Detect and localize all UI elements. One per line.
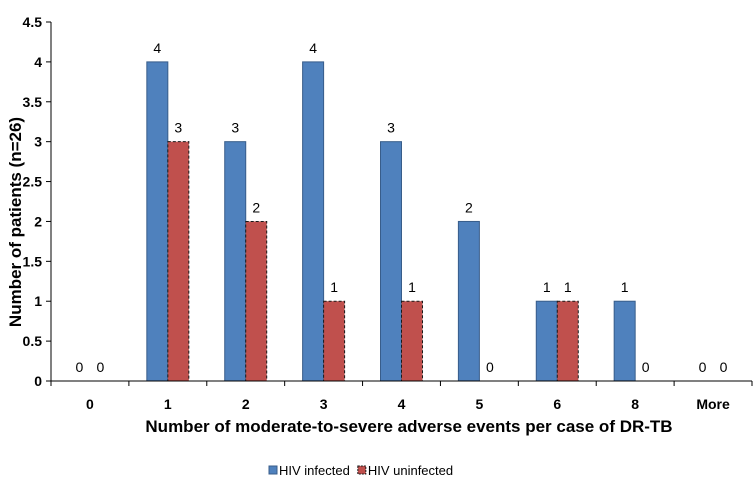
data-label-hiv-infected: 3: [387, 120, 395, 136]
y-tick-label: 4: [34, 54, 42, 70]
legend-label: HIV uninfected: [368, 463, 453, 478]
bar-hiv-infected: [302, 61, 325, 382]
y-axis-ticks: 0 0.5 1 1.5 2 2.5 3 3.5 4 4.5: [23, 14, 51, 389]
x-tick-label: 3: [320, 396, 328, 412]
data-label-hiv-infected: 0: [76, 359, 84, 375]
bar-hiv-infected: [380, 141, 402, 382]
y-tick-label: 1: [34, 293, 42, 309]
data-label-hiv-uninfected: 0: [97, 359, 105, 375]
data-label-hiv-uninfected: 1: [408, 279, 416, 295]
data-label-hiv-uninfected: 0: [486, 359, 494, 375]
bar-hiv-infected: [457, 220, 480, 382]
bar-hiv-infected: [535, 300, 558, 382]
y-tick-label: 0.5: [23, 333, 43, 349]
data-label-hiv-infected: 4: [153, 40, 161, 56]
x-tick-label: 4: [398, 396, 406, 412]
bar-hiv-uninfected: [245, 220, 268, 382]
legend-swatch: [357, 465, 367, 475]
x-tick-label: 1: [164, 396, 172, 412]
legend: HIV infected HIV uninfected: [268, 463, 453, 478]
x-tick-label: 8: [631, 396, 639, 412]
bar-hiv-infected: [613, 300, 636, 382]
data-label-hiv-infected: 0: [699, 359, 707, 375]
data-label-hiv-infected: 2: [465, 199, 473, 215]
data-label-hiv-infected: 1: [621, 279, 629, 295]
y-tick-label: 2.5: [23, 174, 43, 190]
data-label-hiv-infected: 3: [231, 120, 239, 136]
x-axis-ticks: 0 1 2 3 4 5 6 8 More: [50, 381, 753, 412]
y-axis-title: Number of patients (n=26): [6, 117, 25, 327]
data-label-hiv-infected: 4: [309, 40, 317, 56]
y-tick-label: 3: [34, 134, 42, 150]
axes: [50, 22, 752, 382]
data-label-hiv-uninfected: 2: [252, 199, 260, 215]
bar-hiv-uninfected: [167, 141, 190, 382]
x-tick-label: 0: [86, 396, 94, 412]
x-tick-label: 2: [242, 396, 250, 412]
bar-hiv-uninfected: [556, 300, 579, 382]
bar-hiv-uninfected: [323, 300, 346, 382]
x-tick-label: More: [696, 396, 730, 412]
y-tick-label: 2: [34, 213, 42, 229]
x-tick-label: 6: [553, 396, 561, 412]
data-label-hiv-infected: 1: [543, 279, 551, 295]
y-tick-label: 0: [34, 373, 42, 389]
data-label-hiv-uninfected: 0: [642, 359, 650, 375]
x-axis-title: Number of moderate-to-severe adverse eve…: [145, 417, 672, 436]
bar-hiv-infected: [224, 141, 247, 382]
y-tick-label: 3.5: [23, 94, 43, 110]
legend-label: HIV infected: [279, 463, 350, 478]
data-label-hiv-uninfected: 0: [720, 359, 728, 375]
bar-hiv-infected: [146, 61, 169, 382]
bar-hiv-uninfected: [401, 300, 423, 382]
x-tick-label: 5: [475, 396, 483, 412]
data-label-hiv-uninfected: 1: [564, 279, 572, 295]
y-tick-label: 4.5: [23, 14, 43, 30]
y-tick-label: 1.5: [23, 253, 43, 269]
bars: [146, 61, 636, 382]
data-label-hiv-uninfected: 1: [330, 279, 338, 295]
legend-swatch: [268, 465, 278, 475]
data-label-hiv-uninfected: 3: [174, 120, 182, 136]
